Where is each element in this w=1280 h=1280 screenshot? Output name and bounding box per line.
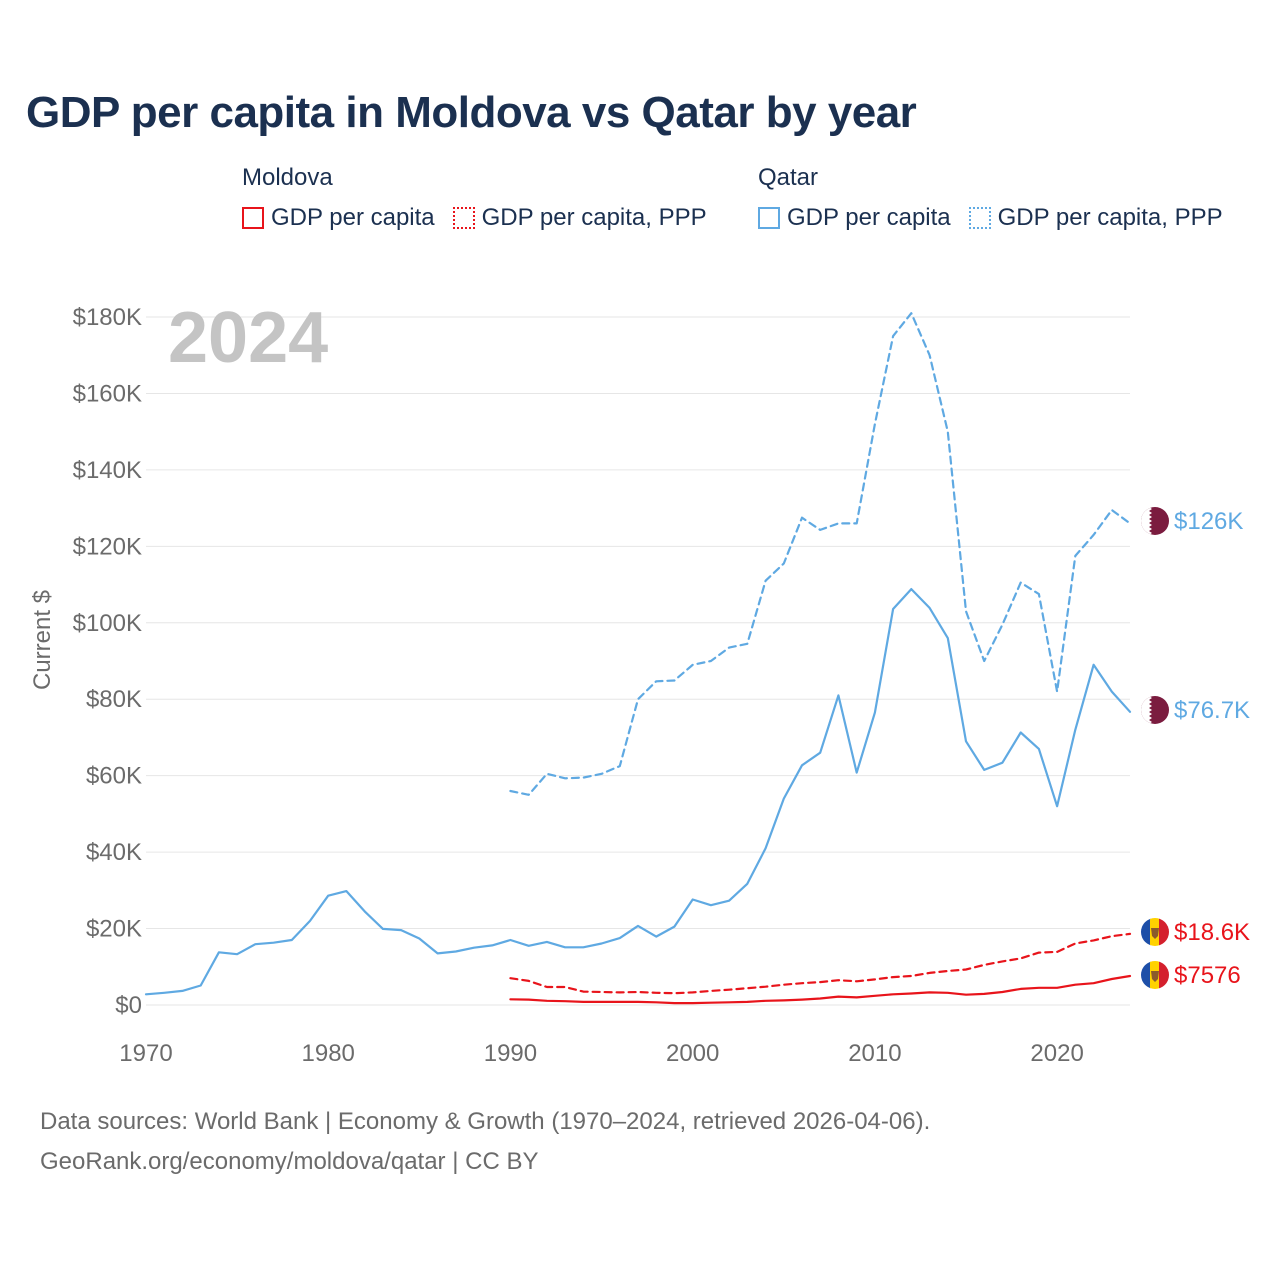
y-tick-label: $120K — [73, 533, 142, 560]
y-tick-label: $140K — [73, 457, 142, 484]
x-tick-label: 2020 — [1030, 1040, 1083, 1067]
legend-swatch-solid-red — [242, 207, 264, 229]
legend-label: GDP per capita, PPP — [997, 204, 1223, 231]
legend-label: GDP per capita, PPP — [481, 204, 707, 231]
y-tick-label: $20K — [86, 916, 142, 943]
legend-swatch-solid-blue — [758, 207, 780, 229]
legend-label: GDP per capita — [271, 204, 435, 231]
moldova-flag-icon — [1141, 961, 1169, 989]
moldova-flag-icon — [1141, 918, 1169, 946]
footer-credit: GeoRank.org/economy/moldova/qatar | CC B… — [40, 1148, 539, 1175]
legend-qatar: Qatar GDP per capita GDP per capita, PPP — [758, 162, 1241, 232]
series-line-qatar-gdp-per-capita[interactable] — [144, 587, 1132, 996]
line-chart: 2024 $0 $20K $40K $60K $80K $100K $120K $140K $1… — [29, 298, 1250, 1067]
y-tick-label: $0 — [115, 992, 142, 1019]
series-line-moldova-gdp-per-capita[interactable] — [509, 974, 1132, 1005]
legend-item-moldova-ppp[interactable]: GDP per capita, PPP — [452, 204, 707, 232]
legend-label: GDP per capita — [787, 204, 951, 231]
end-label-qatar-gdp: $76.7K — [1174, 697, 1250, 724]
x-tick-label: 1970 — [119, 1040, 172, 1067]
legend-moldova: Moldova GDP per capita GDP per capita, P… — [242, 162, 725, 232]
end-label-moldova-gdp: $7576 — [1174, 962, 1241, 989]
legend-country-moldova: Moldova — [242, 164, 333, 191]
x-tick-label: 2010 — [848, 1040, 901, 1067]
y-tick-label: $40K — [86, 839, 142, 866]
qatar-flag-icon — [1141, 696, 1169, 724]
y-tick-label: $80K — [86, 686, 142, 713]
y-tick-label: $100K — [73, 610, 142, 637]
footer-sources: Data sources: World Bank | Economy & Gro… — [40, 1108, 931, 1135]
end-label-moldova-ppp: $18.6K — [1174, 919, 1250, 946]
series-line-moldova-gdp-per-capita-ppp[interactable] — [509, 932, 1132, 995]
y-tick-label: $60K — [86, 763, 142, 790]
legend-swatch-dotted-blue — [968, 207, 991, 229]
series-line-qatar-gdp-per-capita-ppp[interactable] — [509, 312, 1132, 796]
y-tick-label: $180K — [73, 304, 142, 331]
legend-item-qatar-gdp[interactable]: GDP per capita — [758, 204, 951, 232]
x-tick-label: 1990 — [484, 1040, 537, 1067]
legend-item-qatar-ppp[interactable]: GDP per capita, PPP — [968, 204, 1223, 232]
y-tick-label: $160K — [73, 380, 142, 407]
legend-country-qatar: Qatar — [758, 164, 819, 191]
chart-title: GDP per capita in Moldova vs Qatar by ye… — [26, 88, 917, 137]
end-label-qatar-ppp: $126K — [1174, 508, 1243, 535]
x-tick-label: 2000 — [666, 1040, 719, 1067]
x-tick-label: 1980 — [302, 1040, 355, 1067]
legend-swatch-dotted-red — [452, 207, 475, 229]
qatar-flag-icon — [1141, 507, 1169, 535]
y-axis-label: Current $ — [29, 590, 56, 690]
legend-item-moldova-gdp[interactable]: GDP per capita — [242, 204, 435, 232]
year-watermark: 2024 — [168, 298, 328, 378]
